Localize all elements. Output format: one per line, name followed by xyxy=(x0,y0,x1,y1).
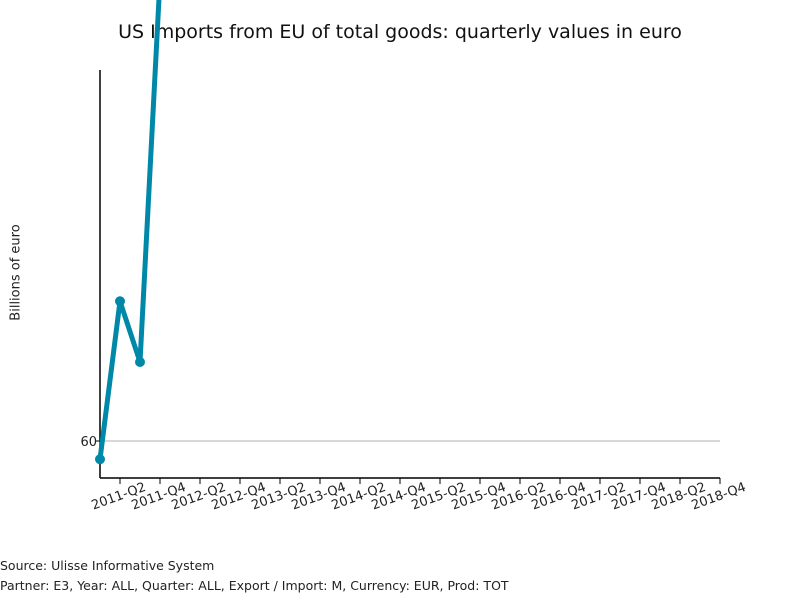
y-tick-label: 60 xyxy=(80,435,97,450)
data-point xyxy=(115,296,125,307)
series-line xyxy=(97,0,162,460)
parameters-note: Partner: E3, Year: ALL, Quarter: ALL, Ex… xyxy=(0,578,509,593)
source-note: Source: Ulisse Informative System xyxy=(0,558,215,573)
chart-title: US Imports from EU of total goods: quart… xyxy=(118,21,682,43)
data-point xyxy=(135,357,145,368)
data-point xyxy=(95,454,105,465)
